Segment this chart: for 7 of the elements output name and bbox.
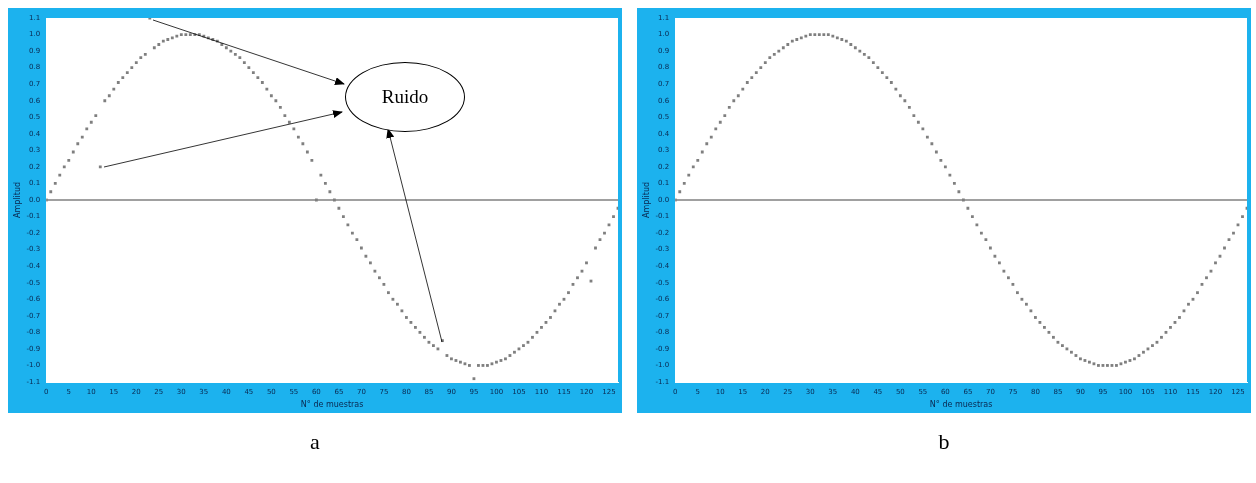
y-axis-title: Amplitud [12, 181, 22, 219]
y-axis-title: Amplitud [641, 181, 651, 219]
text: b [937, 429, 951, 455]
annotation: Ruido [381, 86, 429, 108]
text: a [309, 429, 321, 455]
x-axis-title: N° de muestras [929, 400, 993, 410]
x-axis-title: N° de muestras [300, 400, 364, 410]
